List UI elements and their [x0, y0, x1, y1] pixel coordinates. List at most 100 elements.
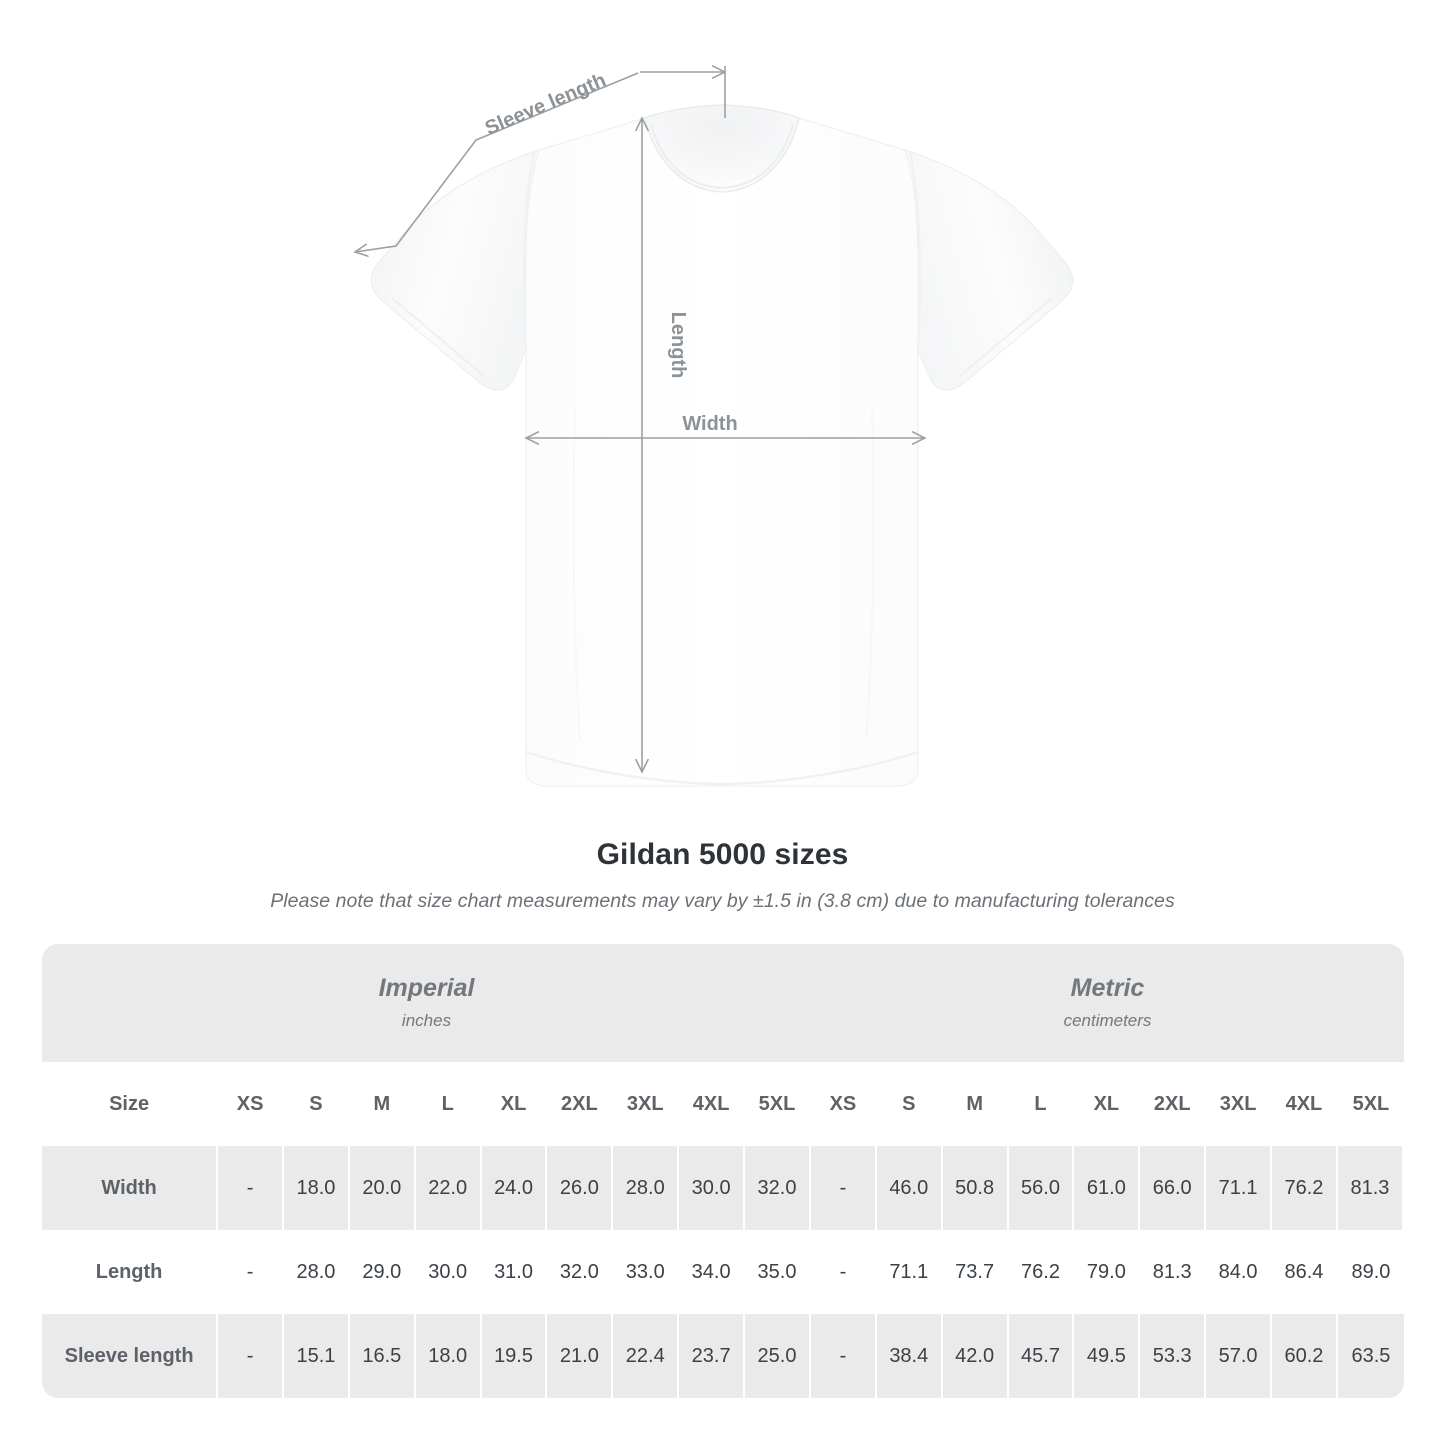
unit-sub-metric: centimeters [1063, 1011, 1152, 1031]
cell-width-metric-5xl: 81.3 [1337, 1146, 1404, 1230]
cell-length-imperial-l: 30.0 [415, 1230, 482, 1314]
cell-sleeve-metric-3xl: 57.0 [1206, 1314, 1273, 1398]
cell-length-imperial-s: 28.0 [284, 1230, 350, 1314]
cell-width-imperial-2xl: 26.0 [547, 1146, 614, 1230]
unit-sub-imperial: inches [401, 1011, 452, 1031]
title-block: Gildan 5000 sizes Please note that size … [0, 838, 1445, 913]
cell-length-metric-m: 73.7 [942, 1230, 1009, 1314]
column-header-metric-l: L [1008, 1062, 1075, 1146]
cell-width-metric-4xl: 76.2 [1272, 1146, 1338, 1230]
right-armhole-seam [908, 151, 922, 353]
unit-group-metric: Metric centimeters [811, 944, 1404, 1062]
column-header-imperial-3xl: 3XL [613, 1062, 680, 1146]
right-sleeve-hem [959, 297, 1053, 377]
row-label-length: Length [42, 1230, 219, 1314]
cell-sleeve-metric-xs: - [811, 1314, 877, 1398]
cell-width-imperial-s: 18.0 [284, 1146, 350, 1230]
cell-length-metric-5xl: 89.0 [1337, 1230, 1404, 1314]
size-table-wrapper: Imperial inches Metric centimeters Size … [42, 944, 1404, 1398]
cell-sleeve-imperial-xs: - [218, 1314, 285, 1398]
cell-width-imperial-xl: 24.0 [481, 1146, 548, 1230]
cell-width-metric-s: 46.0 [876, 1146, 943, 1230]
cell-width-metric-xl: 61.0 [1074, 1146, 1141, 1230]
cell-length-imperial-m: 29.0 [349, 1230, 416, 1314]
cell-width-imperial-5xl: 32.0 [745, 1146, 811, 1230]
cell-length-metric-2xl: 81.3 [1140, 1230, 1207, 1314]
cell-sleeve-imperial-m: 16.5 [349, 1314, 416, 1398]
cell-sleeve-imperial-2xl: 21.0 [547, 1314, 614, 1398]
cell-length-metric-3xl: 84.0 [1206, 1230, 1273, 1314]
neckline-opening [644, 104, 800, 193]
cell-width-imperial-xs: - [218, 1146, 285, 1230]
cell-sleeve-metric-xl: 49.5 [1074, 1314, 1141, 1398]
column-header-size: Size [42, 1062, 219, 1146]
tshirt-measurement-diagram: Sleeve length Length Width [0, 0, 1074, 787]
bottom-hem [525, 750, 919, 786]
left-sleeve-hem [391, 297, 485, 377]
unit-banner-row: Imperial inches Metric centimeters [42, 944, 1404, 1062]
column-header-imperial-4xl: 4XL [679, 1062, 746, 1146]
measurement-annotations [355, 66, 925, 772]
cell-length-metric-4xl: 86.4 [1272, 1230, 1338, 1314]
cell-width-metric-xs: - [811, 1146, 877, 1230]
cell-width-metric-2xl: 66.0 [1140, 1146, 1207, 1230]
cell-width-imperial-4xl: 30.0 [679, 1146, 746, 1230]
cell-sleeve-imperial-3xl: 22.4 [613, 1314, 680, 1398]
cell-length-imperial-xl: 31.0 [481, 1230, 548, 1314]
row-label-width: Width [42, 1146, 219, 1230]
collar-rib [649, 123, 795, 190]
size-header-row: Size XS S M L XL 2XL 3XL 4XL 5XL XS S M … [42, 1062, 1404, 1146]
cell-width-imperial-3xl: 28.0 [613, 1146, 680, 1230]
cell-sleeve-imperial-4xl: 23.7 [679, 1314, 746, 1398]
cell-sleeve-metric-2xl: 53.3 [1140, 1314, 1207, 1398]
unit-name-imperial: Imperial [378, 973, 475, 1002]
unit-name-metric: Metric [1070, 973, 1145, 1002]
cell-length-metric-s: 71.1 [876, 1230, 943, 1314]
row-label-sleeve-length: Sleeve length [42, 1314, 219, 1398]
cell-length-imperial-4xl: 34.0 [679, 1230, 746, 1314]
column-header-metric-s: S [876, 1062, 943, 1146]
cell-length-imperial-xs: - [218, 1230, 285, 1314]
cell-length-metric-xl: 79.0 [1074, 1230, 1141, 1314]
cell-sleeve-metric-5xl: 63.5 [1337, 1314, 1404, 1398]
cell-length-metric-xs: - [811, 1230, 877, 1314]
column-header-imperial-xl: XL [481, 1062, 548, 1146]
column-header-metric-m: M [942, 1062, 1009, 1146]
sleeve-length-arrow [355, 72, 639, 252]
cell-sleeve-imperial-s: 15.1 [284, 1314, 350, 1398]
cell-sleeve-metric-l: 45.7 [1008, 1314, 1075, 1398]
column-header-imperial-xs: XS [218, 1062, 285, 1146]
cell-length-imperial-3xl: 33.0 [613, 1230, 680, 1314]
column-header-imperial-2xl: 2XL [547, 1062, 614, 1146]
column-header-metric-5xl: 5XL [1337, 1062, 1404, 1146]
body-fold-left [572, 409, 581, 741]
cell-sleeve-imperial-5xl: 25.0 [745, 1314, 811, 1398]
cell-sleeve-metric-4xl: 60.2 [1272, 1314, 1338, 1398]
width-label: Width [682, 413, 737, 435]
table-row-sleeve-length: Sleeve length - 15.1 16.5 18.0 19.5 21.0… [42, 1314, 1404, 1398]
page-subtitle: Please note that size chart measurements… [270, 890, 1175, 912]
left-sleeve [370, 149, 540, 391]
cell-sleeve-metric-m: 42.0 [942, 1314, 1009, 1398]
cell-width-imperial-m: 20.0 [349, 1146, 416, 1230]
column-header-metric-xl: XL [1074, 1062, 1141, 1146]
cell-width-metric-m: 50.8 [942, 1146, 1009, 1230]
body-fold-right [865, 409, 875, 741]
cell-length-imperial-5xl: 35.0 [745, 1230, 811, 1314]
column-header-imperial-5xl: 5XL [745, 1062, 811, 1146]
column-header-imperial-s: S [284, 1062, 350, 1146]
cell-width-metric-3xl: 71.1 [1206, 1146, 1273, 1230]
sleeve-length-label: Sleeve length [482, 69, 609, 140]
left-armhole-seam [522, 151, 536, 353]
unit-group-imperial: Imperial inches [42, 944, 811, 1062]
right-sleeve [904, 149, 1074, 391]
column-header-imperial-m: M [349, 1062, 416, 1146]
cell-sleeve-metric-s: 38.4 [876, 1314, 943, 1398]
tshirt-graphic [370, 104, 1074, 787]
length-label: Length [667, 312, 689, 379]
page-title: Gildan 5000 sizes [596, 838, 849, 871]
column-header-metric-xs: XS [811, 1062, 877, 1146]
column-header-imperial-l: L [415, 1062, 482, 1146]
cell-length-imperial-2xl: 32.0 [547, 1230, 614, 1314]
